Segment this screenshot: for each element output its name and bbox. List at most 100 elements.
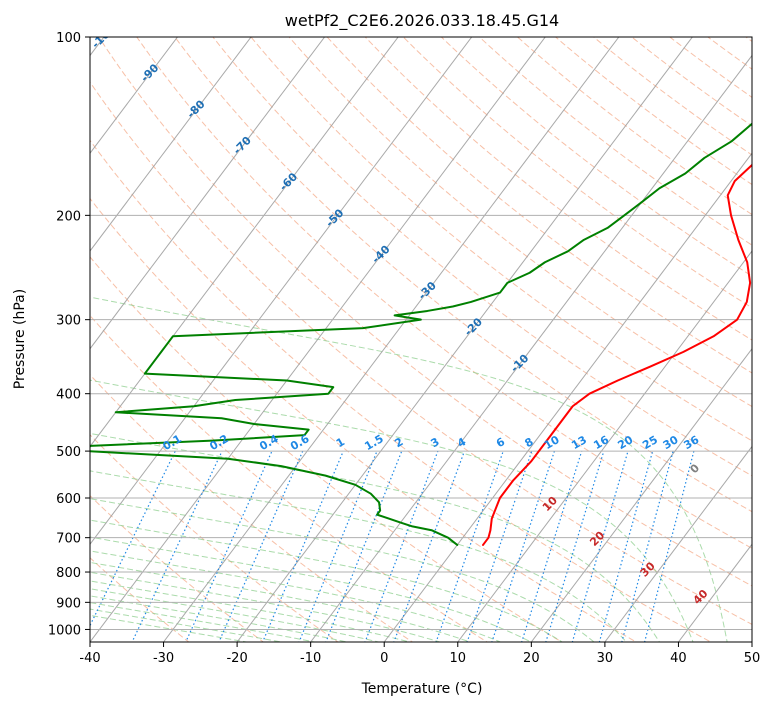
mixing-ratio-line [521,450,583,642]
isotherm [90,37,473,546]
dry-adiabat [90,197,638,642]
dry-adiabat [630,37,752,127]
y-axis: 100 200 300 400 500 600 700 800 900 1000 [48,31,90,638]
moist-adiabat [90,588,381,642]
dry-adiabat [98,37,752,587]
mixing-ratio-line [435,450,504,642]
x-tick-label: -20 [226,651,247,666]
mixing-ratio-line [491,450,555,642]
dry-adiabat [288,37,752,408]
isotherm [383,152,752,642]
y-tick-label: 400 [56,388,81,403]
x-tick-label: 0 [380,651,388,666]
dry-adiabat [212,37,752,477]
x-tick-label: 50 [744,651,761,666]
x-axis: -40 -30 -20 -10 0 10 20 30 40 50 [79,642,760,666]
isotherm-label: -70 [231,134,254,157]
mixing-ratio-line [325,450,403,642]
mixing-ratio-label: 1 [334,435,347,450]
y-tick-label: 700 [56,532,81,547]
mixing-ratio-line [545,450,605,642]
dry-adiabat [592,37,752,156]
moist-adiabat [90,602,317,642]
y-axis-label: Pressure (hPa) [12,289,28,389]
isotherm [90,37,179,155]
isotherm [677,543,752,642]
isotherm [90,37,546,642]
moist-adiabat-label: 40 [691,587,711,607]
y-tick-label: 200 [56,209,81,224]
dewpoint-profile-line [90,122,752,546]
x-tick-label: 10 [450,651,467,666]
x-tick-label: -40 [79,651,100,666]
dry-adiabat [326,37,752,374]
mixing-ratio-label: 0.4 [257,432,281,453]
dry-adiabat [90,81,752,625]
mixing-ratio-line [621,450,674,642]
mixing-ratio-line [185,450,273,642]
isotherm-label: -20 [462,315,485,338]
isotherm [604,445,752,642]
isotherm [530,347,752,642]
moist-adiabat [90,296,728,642]
moist-adiabat [90,571,442,642]
x-tick-label: -10 [300,651,321,666]
isotherm [90,37,399,448]
x-tick-label: 30 [597,651,614,666]
isotherm [90,37,252,252]
x-tick-label: -30 [153,651,174,666]
moist-adiabat [90,595,350,642]
mixing-ratio-line [571,450,629,642]
moist-adiabat [90,470,628,642]
mixing-ratio-line [298,450,378,642]
isotherm [751,641,752,642]
isotherm [457,250,752,642]
moist-adiabat [90,536,533,642]
isotherm-label: -90 [138,61,161,84]
moist-adiabat [90,379,694,642]
mixing-ratio-label: 20 [616,433,636,452]
dry-adiabat [402,37,752,309]
isotherm [162,37,620,642]
mixing-ratio-label: 0.1 [161,432,184,453]
mixing-ratio-line [466,450,533,642]
mixing-ratio-label: 1.5 [362,432,385,453]
dry-adiabat [90,434,339,642]
moist-adiabat-label: 20 [587,529,607,549]
background-reference-lines [90,37,752,642]
mixing-ratio-label: 0.2 [207,432,230,453]
sounding-profiles [90,122,752,546]
y-tick-label: 500 [56,445,81,460]
mixing-ratio-line [90,450,176,627]
mixing-ratio-line [218,450,304,642]
isotherm [236,37,693,642]
dry-adiabat [174,37,752,513]
dry-adiabat [668,37,752,98]
isotherm-label: -40 [369,243,392,266]
mixing-ratio-line [598,450,654,642]
dry-adiabat [90,256,563,642]
mixing-ratio-line [262,450,344,642]
mixing-ratio-label: 3 [429,435,442,450]
isotherm [90,37,326,350]
mixing-ratio-label: 16 [591,433,611,452]
isotherm-label: -30 [416,279,439,302]
mixing-ratio-line [393,450,466,642]
y-tick-label: 1000 [48,623,81,638]
mixing-ratio-line [643,450,695,642]
mixing-ratio-line [364,450,439,642]
plot-frame [89,36,753,643]
y-tick-label: 300 [56,314,81,329]
temperature-profile-line [482,163,752,546]
dry-adiabat [440,37,752,277]
isotherm-label: 0 [688,461,703,476]
isotherm-label: -80 [184,97,207,120]
dry-adiabat [250,37,752,442]
pressure-gridlines [90,37,752,630]
x-axis-label: Temperature (°C) [361,681,483,697]
moist-adiabat [90,550,502,642]
y-tick-label: 900 [56,596,81,611]
moist-adiabat [90,432,661,642]
moist-adiabat [90,519,564,642]
